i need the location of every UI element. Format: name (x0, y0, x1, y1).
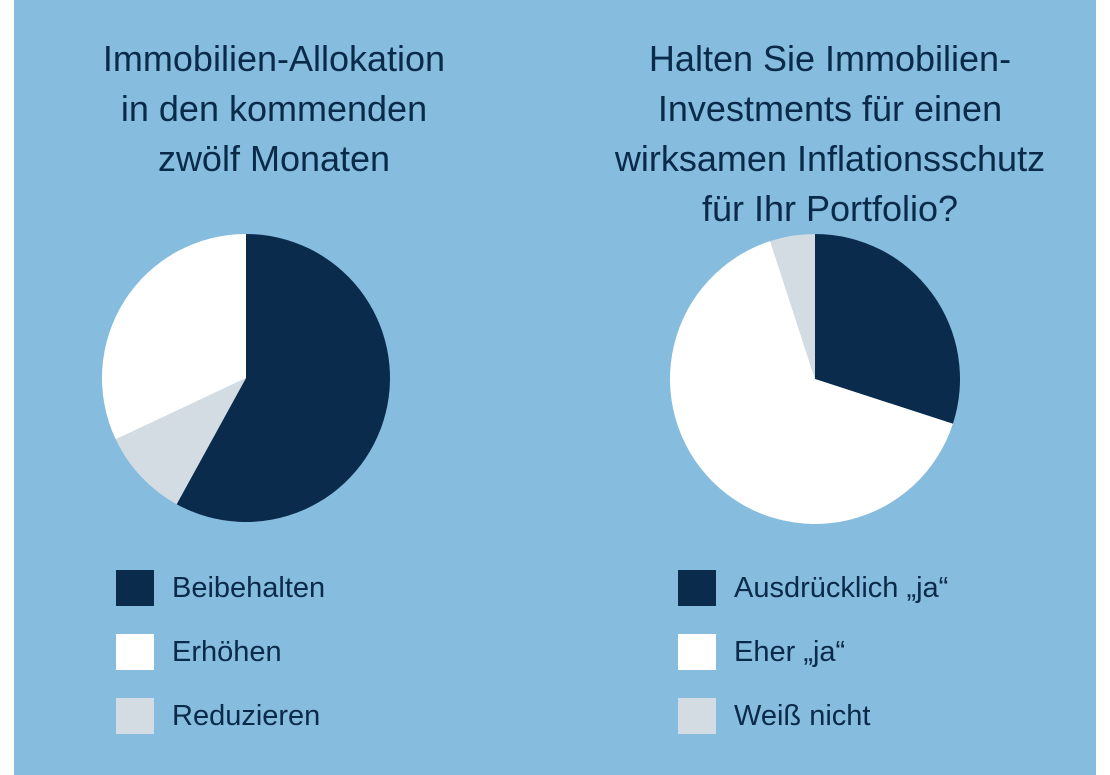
pie-slice (815, 234, 960, 424)
pie-slice (770, 234, 815, 379)
legend-swatch (116, 570, 154, 606)
legend-label: Eher „ja“ (734, 635, 846, 668)
legend-label: Erhöhen (172, 635, 282, 668)
legend-item: Eher „ja“ (678, 632, 948, 672)
title-line: Investments für einen (657, 88, 1003, 129)
legend-item: Weiß nicht (678, 696, 948, 736)
legend-item: Erhöhen (116, 632, 325, 672)
chart-allocation: Immobilien-Allokation in den kommenden z… (14, 0, 534, 775)
pie-slice (115, 378, 247, 505)
legend-label: Ausdrücklich „ja“ (734, 571, 949, 604)
legend-label: Weiß nicht (734, 699, 871, 732)
pie-slice (101, 234, 246, 440)
legend-item: Ausdrücklich „ja“ (678, 568, 948, 608)
pie-slice (669, 241, 953, 524)
legend-swatch (116, 698, 154, 734)
title-line: wirksamen Inflationsschutz (614, 138, 1046, 179)
title-line: Immobilien-Allokation (102, 38, 446, 79)
legend-item: Beibehalten (116, 568, 325, 608)
title-line: Halten Sie Immobilien- (648, 38, 1012, 79)
legend-item: Reduzieren (116, 696, 325, 736)
legend: Beibehalten Erhöhen Reduzieren (116, 568, 325, 760)
chart-title: Halten Sie Immobilien- Investments für e… (560, 34, 1100, 234)
legend-swatch (678, 634, 716, 670)
legend-label: Reduzieren (172, 699, 321, 732)
chart-inflation: Halten Sie Immobilien- Investments für e… (560, 0, 1100, 775)
pie-chart (669, 234, 960, 524)
pie-slice (176, 234, 390, 522)
title-line: für Ihr Portfolio? (701, 188, 959, 229)
title-line: zwölf Monaten (157, 138, 391, 179)
title-line: in den kommenden (120, 88, 428, 129)
legend-swatch (116, 634, 154, 670)
legend-label: Beibehalten (172, 571, 326, 604)
chart-title: Immobilien-Allokation in den kommenden z… (14, 34, 534, 184)
pie-chart (101, 234, 390, 522)
legend-swatch (678, 570, 716, 606)
legend: Ausdrücklich „ja“ Eher „ja“ Weiß nicht (678, 568, 948, 760)
legend-swatch (678, 698, 716, 734)
